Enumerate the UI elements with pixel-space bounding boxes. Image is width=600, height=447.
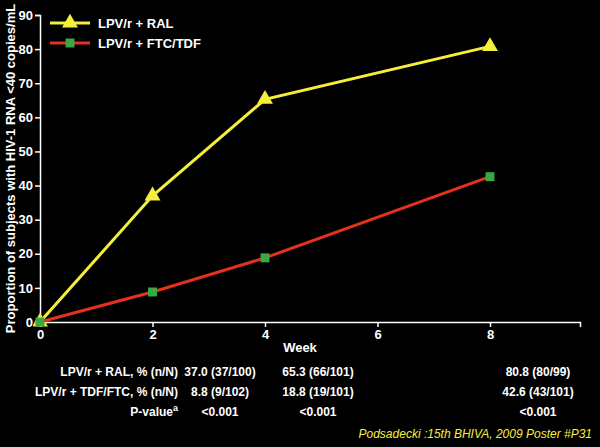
tick-label: 70 — [19, 76, 33, 91]
tick-label: 90 — [19, 8, 33, 23]
series-line — [40, 46, 490, 322]
tick-label: 0 — [26, 315, 33, 330]
legend-label: LPV/r + RAL — [98, 16, 174, 31]
row-label-text: P-value — [130, 405, 173, 419]
tick: 2 — [149, 322, 156, 342]
tick: 20 — [19, 246, 40, 261]
table-cell: <0.001 — [201, 405, 238, 419]
marker — [145, 187, 161, 201]
table-row-label: P-valuea — [130, 403, 179, 419]
tick: 90 — [19, 8, 40, 23]
tick-label: 20 — [19, 246, 33, 261]
x-axis-line — [41, 323, 581, 328]
tick-label: 2 — [149, 327, 156, 342]
tick-label: 30 — [19, 212, 33, 227]
tick-mark — [35, 15, 40, 17]
legend: LPV/r + RAL LPV/r + FTC/TDF — [50, 14, 201, 51]
tick-mark — [35, 117, 40, 119]
tick: 4 — [262, 322, 270, 342]
footnote-mark: a — [173, 403, 179, 413]
table-cell: 37.0 (37/100) — [184, 365, 255, 379]
legend-item: LPV/r + RAL — [50, 14, 174, 31]
data-table: LPV/r + RAL, % (n/N) 37.0 (37/100) 65.3 (6… — [35, 365, 574, 419]
tick: 40 — [19, 178, 40, 193]
tick: 80 — [19, 42, 40, 57]
tick-label: 50 — [19, 144, 33, 159]
marker — [486, 172, 495, 181]
tick-label: 10 — [19, 281, 33, 296]
legend-marker — [66, 39, 75, 48]
table-row-label: LPV/r + TDF/FTC, % (n/N) — [35, 385, 178, 399]
y-axis-line — [35, 16, 41, 323]
tick: 30 — [19, 212, 40, 227]
marker — [482, 37, 498, 51]
tick-mark — [35, 219, 40, 221]
tick: 8 — [487, 322, 494, 342]
table-cell: <0.001 — [299, 405, 336, 419]
tick-label: 0 — [37, 327, 44, 342]
table-cell: 80.8 (80/99) — [506, 365, 571, 379]
tick-label: 6 — [374, 327, 381, 342]
tick: 10 — [19, 281, 40, 296]
table-cell: 42.6 (43/101) — [502, 385, 573, 399]
chart: 024680102030405060708090Proportion of su… — [0, 0, 600, 447]
tick-label: 40 — [19, 178, 33, 193]
tick-label: 60 — [19, 110, 33, 125]
tick-mark — [35, 49, 40, 51]
tick: 6 — [374, 322, 381, 342]
tick-mark — [35, 151, 40, 153]
source-note: Podsadecki :15th BHIVA, 2009 Poster #P31 — [359, 427, 592, 441]
marker — [257, 90, 273, 104]
tick-mark — [35, 83, 40, 85]
y-axis: 0 10 20 30 40 50 60 70 80 90 — [19, 8, 41, 330]
row-label-text: LPV/r + TDF/FTC, % (n/N) — [35, 385, 178, 399]
tick-label: 8 — [487, 327, 494, 342]
legend-item: LPV/r + FTC/TDF — [50, 36, 201, 51]
tick-mark — [35, 185, 40, 187]
table-cell: 18.8 (19/101) — [282, 385, 353, 399]
tick-label: 4 — [262, 327, 270, 342]
marker — [261, 253, 270, 262]
marker — [36, 318, 45, 327]
tick: 60 — [19, 110, 40, 125]
table-cell: 65.3 (66/101) — [282, 365, 353, 379]
legend-label: LPV/r + FTC/TDF — [98, 36, 201, 51]
tick: 70 — [19, 76, 40, 91]
table-cell: <0.001 — [519, 405, 556, 419]
legend-marker — [62, 14, 78, 28]
tick-label: 80 — [19, 42, 33, 57]
plot-area — [33, 37, 498, 326]
tick-mark — [35, 254, 40, 256]
row-label-text: LPV/r + RAL, % (n/N) — [60, 365, 178, 379]
table-cell: 8.8 (9/102) — [191, 385, 249, 399]
marker — [148, 288, 157, 297]
tick-mark — [35, 288, 40, 290]
tick: 50 — [19, 144, 40, 159]
x-axis-title: Week — [283, 340, 317, 355]
y-axis-title: Proportion of subjects with HIV-1 RNA <4… — [3, 4, 18, 333]
table-row-label: LPV/r + RAL, % (n/N) — [60, 365, 178, 379]
series-line — [40, 177, 490, 322]
